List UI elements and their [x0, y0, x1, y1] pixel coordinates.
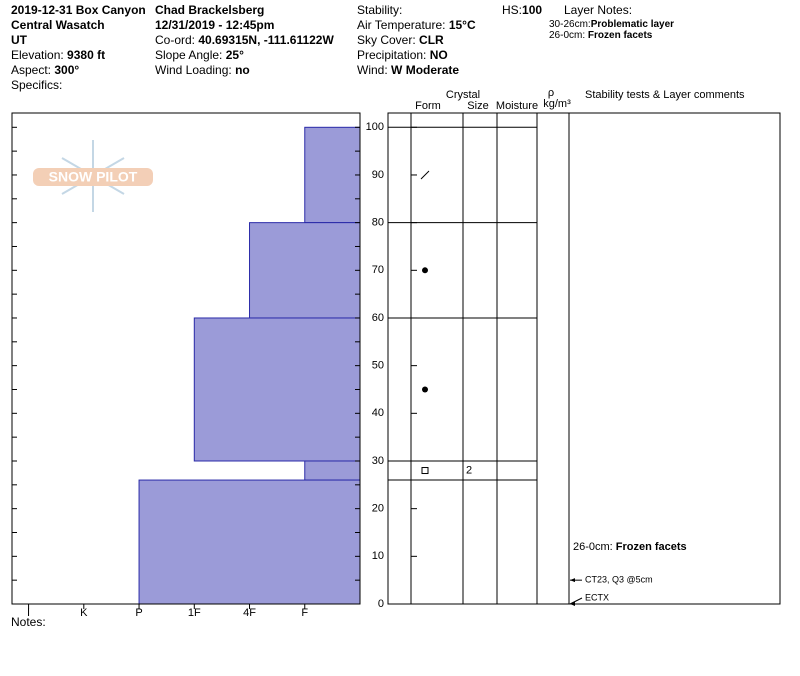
x-tick-label: K	[80, 607, 88, 619]
label: Air Temperature:	[357, 18, 446, 32]
logo	[33, 140, 153, 212]
observer: Chad Brackelsberg	[155, 3, 265, 17]
site: 2019-12-31 Box Canyon	[11, 3, 146, 17]
column-header: Size	[467, 100, 488, 112]
x-tick-label: 1F	[188, 607, 201, 619]
y-tick-label: 80	[372, 217, 384, 229]
column-header: ρ	[548, 87, 554, 99]
grain-form	[421, 467, 429, 475]
coord: Co-ord: 40.69315N, -111.61122W	[155, 33, 334, 48]
column-header: Stability tests & Layer comments	[585, 89, 745, 101]
table-frame	[387, 112, 781, 605]
layer-notes: 30-26cm:Problematic layer 26-0cm: Frozen…	[549, 19, 674, 41]
logo-text: SNOW PILOT	[49, 169, 138, 185]
layer-notes-title: Layer Notes:	[564, 3, 633, 17]
value: 15°C	[448, 18, 476, 32]
value: 40.69315N, -111.61122W	[198, 33, 334, 47]
y-tick-label: 10	[372, 550, 384, 562]
range: Central Wasatch	[11, 18, 105, 32]
hardness-bar	[138, 479, 361, 605]
range: 26-0cm:	[549, 30, 586, 41]
y-tick-label: 30	[372, 455, 384, 467]
label: Elevation:	[11, 48, 64, 62]
precip: Precipitation: NO	[357, 48, 476, 63]
hs: HS:100	[502, 3, 542, 18]
hardness-bar	[304, 126, 361, 224]
hardness-bar	[193, 317, 361, 462]
hardness-bar	[304, 460, 361, 481]
stability-test: CT23, Q3 @5cm	[585, 575, 653, 585]
value: CLR	[419, 33, 444, 47]
plot-frame	[11, 112, 361, 605]
wind: Wind: W Moderate	[357, 63, 476, 78]
label: Wind:	[357, 63, 388, 77]
specifics: Specifics:	[11, 78, 63, 92]
comment-text: Frozen facets	[616, 541, 687, 553]
test-arrow	[569, 597, 583, 605]
x-tick-label: 4F	[243, 607, 256, 619]
stability: Stability:	[357, 3, 403, 17]
text: Frozen facets	[587, 30, 653, 41]
value: 300°	[54, 63, 80, 77]
layer-note: 30-26cm:Problematic layer	[549, 19, 674, 30]
slope: Slope Angle: 25°	[155, 48, 334, 63]
range: 30-26cm:	[549, 19, 591, 30]
layer-comment: 26-0cm: Frozen facets	[573, 541, 687, 553]
column-header: Moisture	[496, 100, 538, 112]
x-tick-label: I	[27, 607, 30, 619]
grain-size: 2	[466, 464, 472, 476]
y-tick-label: 90	[372, 169, 384, 181]
label: Sky Cover:	[357, 33, 416, 47]
datetime: 12/31/2019 - 12:45pm	[155, 18, 275, 32]
test-arrowhead	[570, 602, 575, 606]
y-tick-label: 60	[372, 312, 384, 324]
column-header: Crystal	[446, 89, 480, 101]
y-tick-label: 70	[372, 264, 384, 276]
label: Slope Angle:	[155, 48, 223, 62]
x-tick-label: F	[301, 607, 308, 619]
state: UT	[11, 33, 27, 47]
text: Problematic layer	[590, 19, 675, 30]
y-tick-label: 50	[372, 360, 384, 372]
air-temp: Air Temperature: 15°C	[357, 18, 476, 33]
grain-form	[420, 170, 430, 180]
hardness-bar	[249, 222, 361, 319]
elevation: Elevation: 9380 ft	[11, 48, 146, 63]
wind-loading: Wind Loading: no	[155, 63, 334, 78]
header-col-2: Chad Brackelsberg 12/31/2019 - 12:45pm C…	[155, 3, 334, 78]
value: W Moderate	[391, 63, 460, 77]
x-tick-label: P	[135, 607, 142, 619]
label: Co-ord:	[155, 33, 196, 47]
value: 25°	[225, 48, 244, 62]
test-arrowhead	[570, 578, 575, 583]
label: Precipitation:	[357, 48, 427, 62]
y-tick-label: 20	[372, 503, 384, 515]
y-tick-label: 0	[378, 598, 384, 610]
stability-test: ECTX	[585, 592, 609, 602]
value: 9380 ft	[67, 48, 106, 62]
comment-range: 26-0cm:	[573, 541, 613, 553]
value: no	[235, 63, 250, 77]
sky: Sky Cover: CLR	[357, 33, 476, 48]
y-tick-label: 100	[366, 121, 384, 133]
column-header: kg/m³	[543, 98, 571, 110]
label: Aspect:	[11, 63, 52, 77]
y-tick-label: 40	[372, 407, 384, 419]
value: NO	[429, 48, 448, 62]
label: Wind Loading:	[155, 63, 232, 77]
header-col-1: 2019-12-31 Box Canyon Central Wasatch UT…	[11, 3, 146, 93]
value: 100	[522, 3, 543, 17]
grain-form	[422, 386, 428, 393]
grain-form	[422, 267, 428, 274]
aspect: Aspect: 300°	[11, 63, 146, 78]
notes: Notes:	[11, 615, 46, 629]
label: HS:	[502, 3, 523, 17]
header-col-3: Stability: Air Temperature: 15°C Sky Cov…	[357, 3, 476, 78]
logo-band	[33, 168, 153, 186]
column-header: Form	[415, 100, 441, 112]
layer-note: 26-0cm: Frozen facets	[549, 30, 674, 41]
